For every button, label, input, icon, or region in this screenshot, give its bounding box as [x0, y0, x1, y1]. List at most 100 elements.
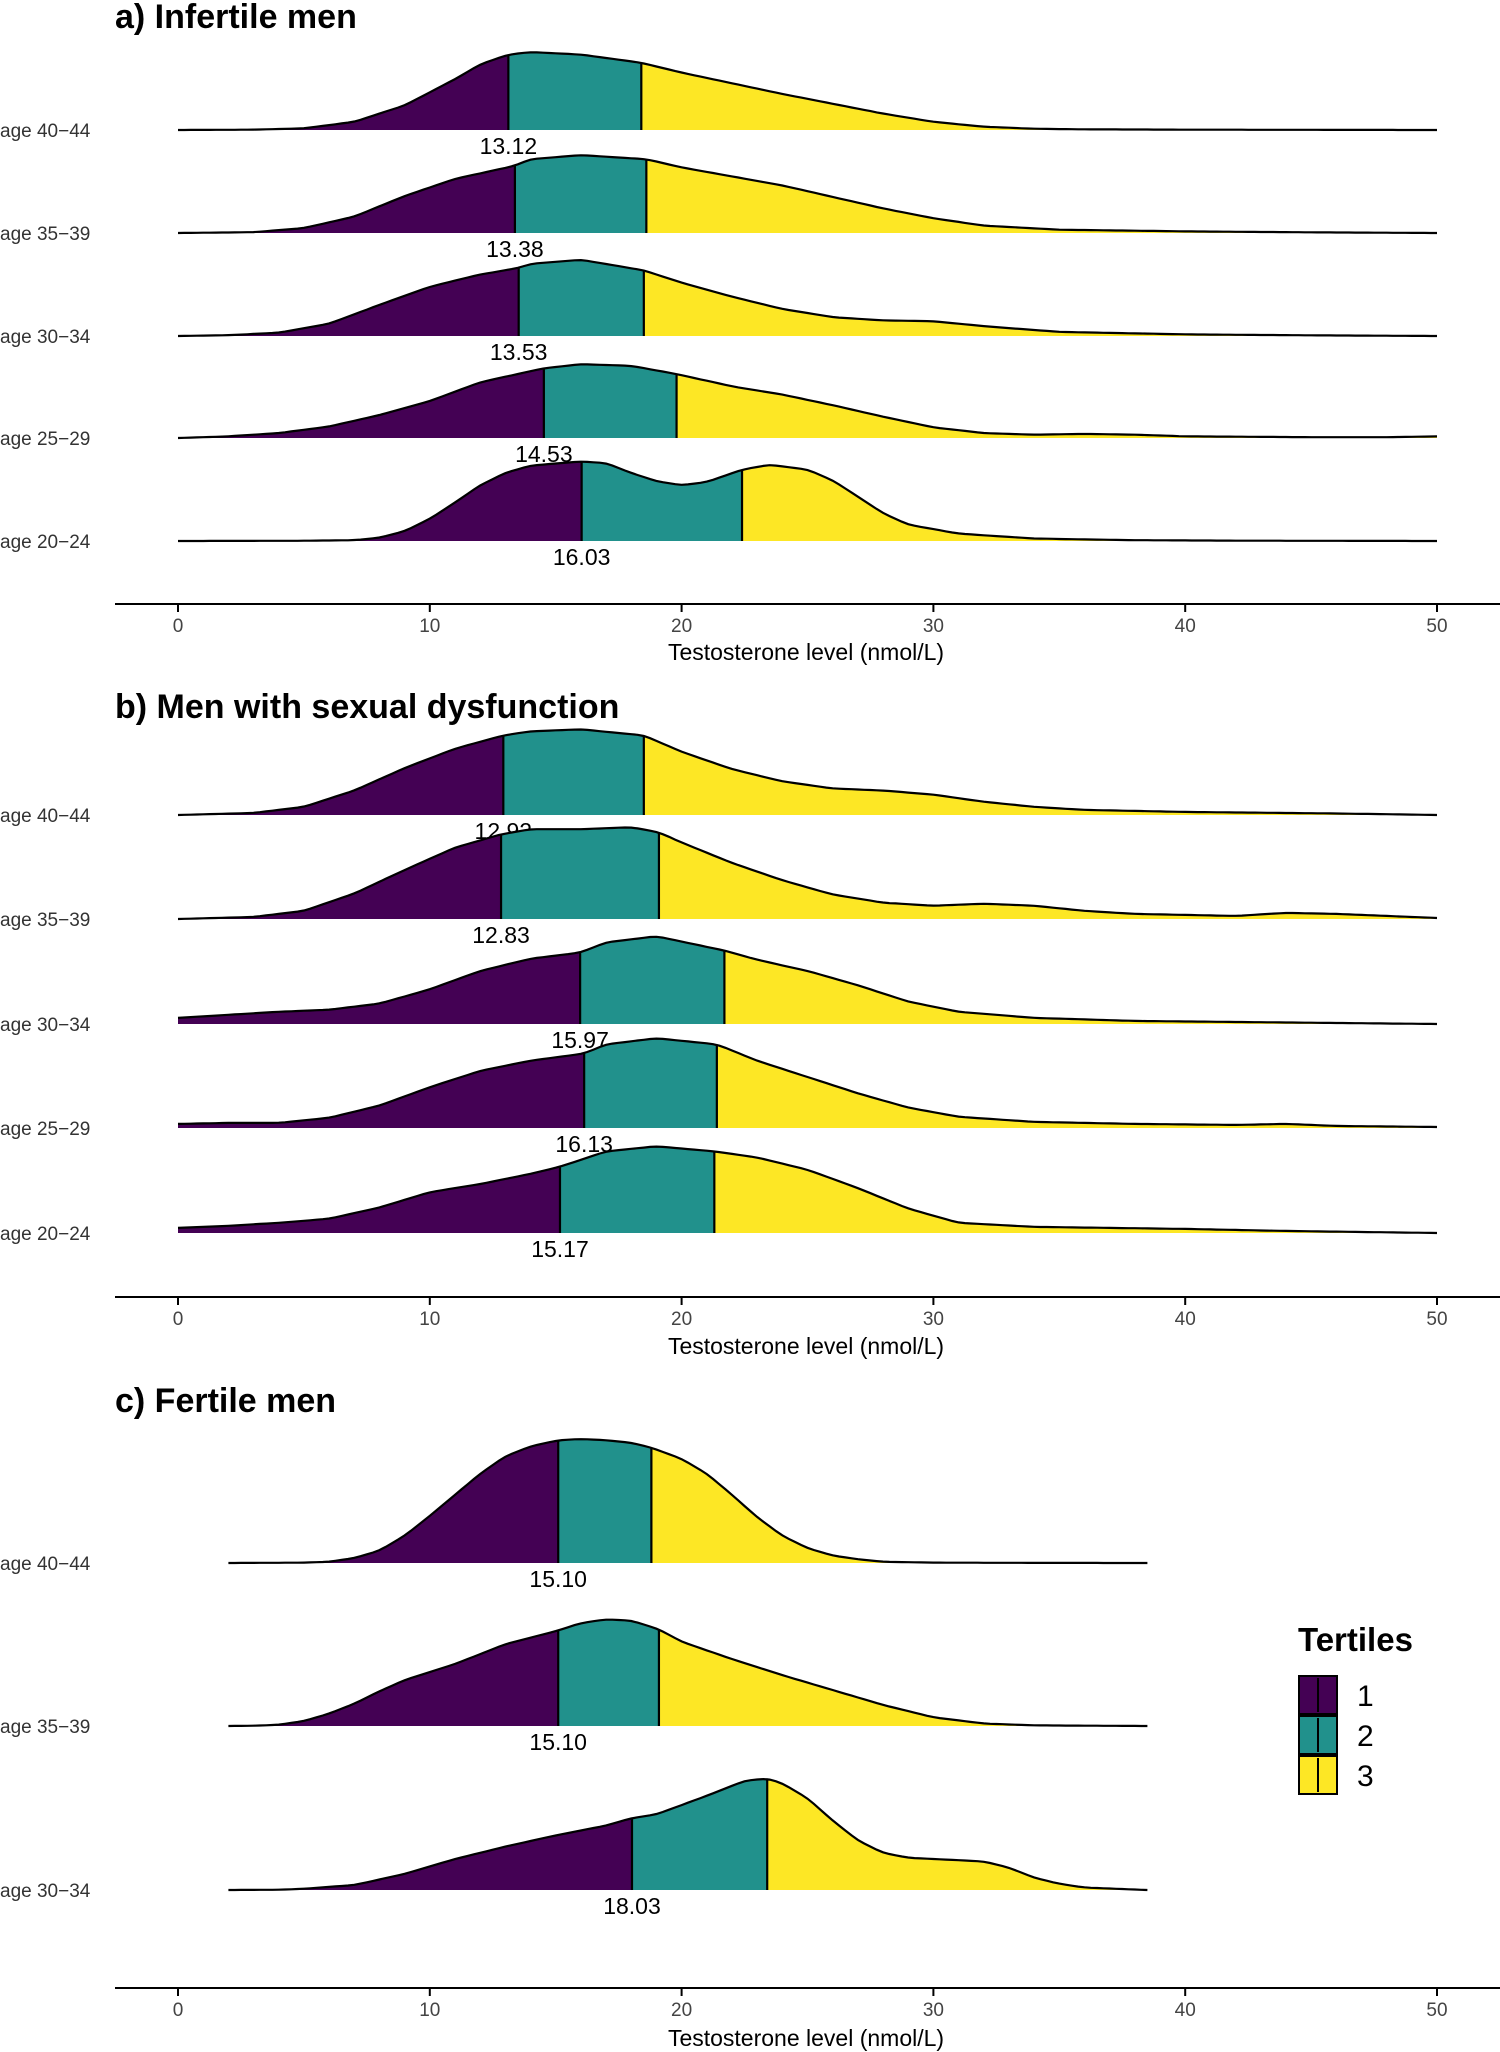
row-label: age 40−44 — [0, 121, 91, 142]
tertile-1-area — [228, 1818, 632, 1890]
row-label: age 20−24 — [0, 1224, 91, 1245]
density-outline — [228, 1438, 1148, 1565]
legend-items: 1 2 3 — [1298, 1675, 1374, 1795]
tertile-cutoff-label: 13.53 — [490, 339, 548, 365]
ridge-1: age 40−44 15.10 — [0, 1438, 1148, 1592]
ridge-2: age 35−39 13.38 — [0, 154, 1437, 262]
ridge-2: age 35−39 12.83 — [0, 826, 1438, 948]
panel-b: b) Men with sexual dysfunction age 40−44… — [0, 688, 1500, 1359]
x-tick-label: 50 — [1426, 2000, 1447, 2021]
x-tick-label: 30 — [923, 2000, 944, 2021]
legend-label: 2 — [1357, 1720, 1374, 1753]
ridge-2: age 35−39 15.10 — [0, 1618, 1148, 1755]
tertile-2-area — [543, 364, 677, 438]
tertile-3-area — [646, 159, 1437, 233]
tertile-3-area — [676, 374, 1437, 438]
x-axis-title: Testosterone level (nmol/L) — [668, 2025, 944, 2051]
tertile-1-area — [178, 368, 544, 438]
tertile-1-area — [178, 267, 519, 336]
tertile-3-area — [658, 1629, 1148, 1726]
x-tick-label: 50 — [1426, 616, 1447, 637]
tertile-cutoff-label: 15.17 — [531, 1236, 589, 1262]
ridge-1: age 40−44 13.12 — [0, 51, 1437, 159]
legend-label: 3 — [1357, 1760, 1374, 1793]
tertile-3-area — [714, 1151, 1437, 1233]
panel-title: c) Fertile men — [115, 1382, 336, 1420]
row-label: age 40−44 — [0, 1554, 91, 1575]
x-axis-title: Testosterone level (nmol/L) — [668, 1333, 944, 1359]
density-outline — [177, 826, 1438, 921]
tertile-2-area — [584, 1038, 717, 1128]
tertile-1-area — [178, 54, 509, 130]
x-tick-label: 40 — [1175, 2000, 1196, 2021]
density-outline — [177, 154, 1437, 235]
density-outline — [178, 51, 1437, 132]
density-outline — [177, 1145, 1438, 1235]
tertile-1-area — [228, 1630, 559, 1726]
row-label: age 35−39 — [0, 224, 90, 245]
x-tick-label: 30 — [923, 1309, 944, 1330]
x-ticks: 0 10 20 30 40 50 — [173, 604, 1448, 637]
legend-label: 1 — [1357, 1680, 1374, 1713]
x-tick-label: 50 — [1426, 1309, 1447, 1330]
tertile-3-area — [641, 62, 1437, 130]
tertile-2-area — [560, 1146, 715, 1233]
legend: Tertiles 1 2 3 — [1298, 1621, 1413, 1795]
x-tick-label: 10 — [419, 2000, 440, 2021]
tertile-cutoff-label: 15.10 — [529, 1566, 587, 1592]
ridge-5: age 20−24 15.17 — [0, 1145, 1438, 1262]
ridge-3: age 30−34 13.53 — [0, 258, 1437, 365]
tertile-3-area — [716, 1044, 1437, 1128]
x-tick-label: 30 — [923, 616, 944, 637]
row-label: age 20−24 — [0, 532, 91, 553]
tertile-2-area — [581, 461, 742, 541]
density-outline — [177, 258, 1437, 338]
density-outline — [228, 1618, 1148, 1728]
tertile-3-area — [643, 735, 1437, 815]
tertile-2-area — [580, 936, 725, 1024]
ridge-3: age 30−34 18.03 — [0, 1777, 1148, 1919]
tertile-1-area — [178, 1053, 585, 1128]
x-tick-label: 20 — [671, 2000, 692, 2021]
row-label: age 30−34 — [0, 1881, 91, 1902]
density-outline — [177, 363, 1438, 440]
tertile-cutoff-label: 12.83 — [472, 922, 530, 948]
x-tick-label: 40 — [1175, 616, 1196, 637]
tertile-2-area — [558, 1439, 652, 1563]
x-tick-label: 20 — [671, 1309, 692, 1330]
tertile-2-area — [503, 729, 644, 815]
row-label: age 35−39 — [0, 910, 90, 931]
tertile-1-area — [178, 952, 581, 1024]
tertile-1-area — [228, 1440, 559, 1563]
density-outline — [177, 728, 1438, 817]
tertile-1-area — [178, 735, 504, 815]
tertile-1-area — [178, 461, 582, 541]
tertile-2-area — [508, 52, 642, 130]
tertile-3-area — [742, 465, 1437, 541]
tertile-2-area — [632, 1778, 768, 1890]
density-outline — [228, 1777, 1148, 1892]
legend-item-3: 3 — [1298, 1755, 1374, 1795]
row-label: age 25−29 — [0, 1119, 90, 1140]
tertile-cutoff-label: 15.10 — [529, 1729, 587, 1755]
x-ticks: 0 10 20 30 40 50 — [173, 1988, 1448, 2021]
density-outline — [177, 1037, 1438, 1129]
tertile-2-area — [501, 827, 659, 919]
row-label: age 30−34 — [0, 327, 91, 348]
tertile-2-area — [558, 1619, 659, 1726]
x-tick-label: 20 — [671, 616, 692, 637]
density-outline — [177, 935, 1438, 1026]
row-label: age 25−29 — [0, 429, 90, 450]
ridge-5: age 20−24 16.03 — [0, 460, 1437, 570]
row-label: age 40−44 — [0, 806, 91, 827]
row-label: age 30−34 — [0, 1015, 91, 1036]
panel-title: a) Infertile men — [115, 0, 357, 36]
x-tick-label: 10 — [419, 616, 440, 637]
x-axis-title: Testosterone level (nmol/L) — [668, 639, 944, 665]
